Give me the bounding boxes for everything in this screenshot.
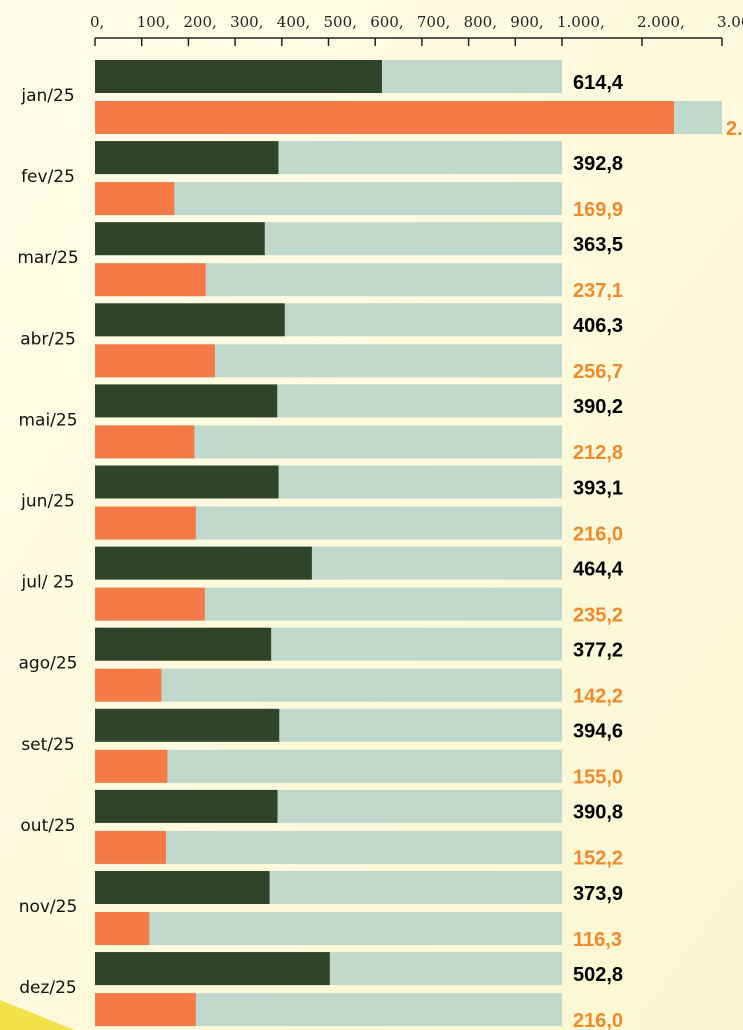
- category-label: mai/25: [18, 410, 77, 430]
- bar: [95, 830, 167, 864]
- x-tick-label: 100,: [137, 13, 170, 31]
- value-label: 373,9: [573, 883, 623, 905]
- bar: [95, 952, 330, 986]
- bar: [95, 587, 205, 621]
- x-tick-label: 700,: [417, 13, 450, 31]
- value-label: 502,8: [573, 964, 623, 986]
- decoration: [0, 1000, 75, 1030]
- value-label: 390,2: [573, 396, 623, 418]
- x-tick-label: 800,: [464, 13, 497, 31]
- bar-track: [95, 749, 562, 783]
- value-label: 155,0: [573, 767, 623, 789]
- bar: [95, 789, 278, 823]
- x-tick-label: 400,: [277, 13, 310, 31]
- bar: [95, 101, 674, 134]
- bar: [95, 546, 312, 580]
- value-label: 152,2: [573, 848, 623, 870]
- bar: [95, 303, 285, 337]
- category-label: abr/25: [20, 329, 76, 349]
- bar: [95, 344, 215, 378]
- value-label: 256,7: [573, 361, 623, 383]
- value-label: 237,1: [573, 280, 623, 302]
- category-label: jun/25: [20, 492, 75, 512]
- bar: [95, 60, 382, 93]
- category-label: jan/25: [20, 86, 74, 106]
- bar-track: [95, 912, 562, 945]
- x-tick-label: 3.000,: [717, 13, 743, 31]
- value-label: 116,3: [573, 929, 622, 951]
- value-label: 142,2: [573, 685, 623, 707]
- bar: [95, 506, 196, 540]
- value-label: 169,9: [573, 199, 623, 221]
- x-tick-label: 600,: [370, 13, 403, 31]
- x-tick-label: 0,: [90, 13, 104, 31]
- bar: [95, 222, 265, 256]
- bar: [95, 465, 279, 499]
- bar: [95, 871, 270, 904]
- category-label: mar/25: [17, 248, 78, 268]
- value-label: 394,6: [573, 721, 623, 743]
- category-label: nov/25: [19, 897, 78, 917]
- value-label: 614,4: [573, 72, 624, 94]
- category-label: set/25: [21, 735, 74, 755]
- value-label: 392,8: [573, 153, 623, 175]
- value-label: 393,1: [573, 477, 623, 499]
- value-label: 377,2: [573, 639, 623, 661]
- value-label: 2.: [726, 118, 743, 140]
- category-label: jul/ 25: [21, 573, 75, 593]
- value-label: 464,4: [573, 558, 624, 580]
- bar: [95, 384, 278, 418]
- category-label: fev/25: [21, 167, 75, 187]
- bar: [95, 141, 279, 175]
- category-label: out/25: [20, 816, 75, 836]
- bar: [95, 182, 175, 216]
- bar: [95, 749, 168, 783]
- value-label: 216,0: [573, 1010, 623, 1030]
- bar-track: [95, 830, 562, 864]
- value-label: 390,8: [573, 802, 623, 824]
- x-tick-label: 900,: [510, 13, 543, 31]
- value-label: 216,0: [573, 523, 623, 545]
- bar: [95, 627, 272, 661]
- value-label: 212,8: [573, 442, 623, 464]
- value-label: 235,2: [573, 604, 623, 626]
- bar-track: [95, 668, 562, 702]
- category-label: ago/25: [19, 654, 78, 674]
- x-tick-label: 200,: [183, 13, 216, 31]
- x-tick-label: 500,: [324, 13, 357, 31]
- bar: [95, 668, 162, 702]
- x-tick-label: 300,: [230, 13, 263, 31]
- bar: [95, 263, 206, 297]
- bar: [95, 425, 195, 459]
- bar: [95, 912, 150, 945]
- bar: [95, 993, 196, 1027]
- x-tick-label: 1.000,: [557, 13, 605, 31]
- value-label: 363,5: [573, 234, 623, 256]
- bar: [95, 708, 280, 742]
- category-label: dez/25: [19, 978, 77, 998]
- value-label: 406,3: [573, 315, 623, 337]
- x-tick-label: 2.000,: [637, 13, 685, 31]
